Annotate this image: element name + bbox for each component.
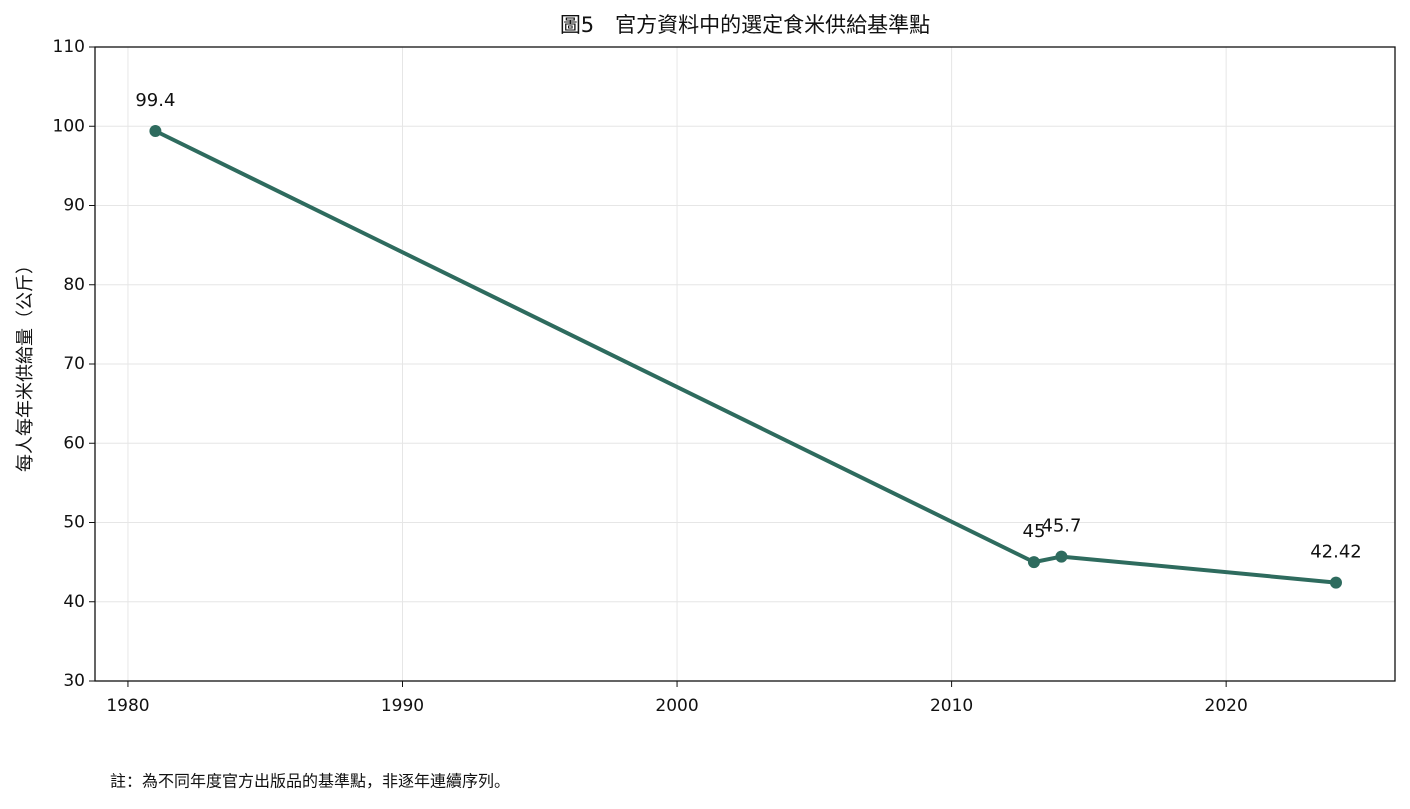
data-line — [154, 129, 1337, 585]
x-tick-label: 2000 — [655, 696, 698, 716]
y-tick-label: 40 — [63, 592, 85, 612]
y-axis-label: 每人每年米供給量（公斤） — [15, 256, 36, 472]
y-tick-label: 90 — [63, 196, 85, 216]
y-tick-label: 50 — [63, 513, 85, 533]
plot-frame — [94, 46, 1396, 682]
chart-title: 圖5 官方資料中的選定食米供給基準點 — [560, 13, 930, 37]
y-tick-label: 100 — [53, 116, 85, 136]
x-tick-label: 2010 — [930, 696, 973, 716]
footnote: 註：為不同年度官方出版品的基準點，非逐年連續序列。 — [110, 772, 510, 791]
y-tick-label: 110 — [53, 37, 85, 57]
x-tick-label: 1980 — [106, 696, 149, 716]
data-point — [1027, 556, 1040, 569]
data-label: 99.4 — [135, 90, 175, 111]
data-point — [1329, 576, 1342, 589]
data-label: 45 — [1023, 521, 1046, 542]
x-tick-label: 2020 — [1205, 696, 1248, 716]
y-tick-label: 70 — [63, 354, 85, 374]
data-point — [149, 125, 162, 138]
data-point — [1055, 550, 1068, 563]
y-tick-label: 30 — [63, 671, 85, 691]
data-label: 45.7 — [1041, 516, 1081, 537]
y-tick-label: 60 — [63, 433, 85, 453]
y-tick-label: 80 — [63, 275, 85, 295]
data-label: 42.42 — [1310, 542, 1362, 563]
x-tick-label: 1990 — [381, 696, 424, 716]
